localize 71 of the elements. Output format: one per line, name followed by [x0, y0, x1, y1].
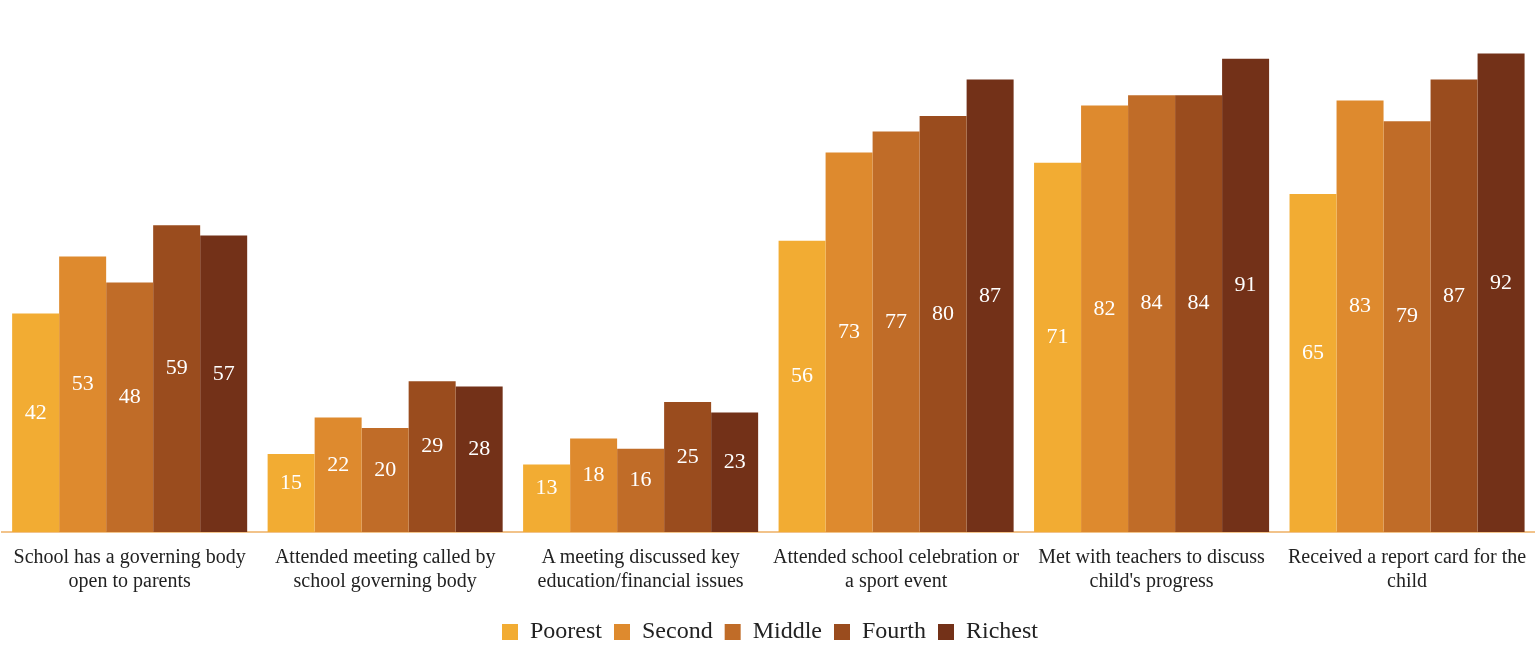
bar	[523, 464, 571, 532]
data-label: 84	[1140, 289, 1163, 315]
data-label: 91	[1234, 271, 1257, 297]
data-label: 83	[1349, 291, 1372, 317]
data-label: 53	[71, 369, 94, 395]
bar	[12, 313, 60, 532]
data-label: 25	[676, 442, 699, 468]
legend-label: Poorest	[530, 617, 603, 644]
bar	[1222, 58, 1270, 532]
data-label: 59	[165, 354, 188, 380]
bar	[1383, 121, 1431, 532]
bar	[455, 386, 503, 532]
x-tick-label: Attended school celebration or a sport event	[773, 545, 1020, 593]
bar	[1477, 53, 1525, 532]
bar	[1081, 105, 1129, 532]
bar	[59, 256, 107, 532]
x-tick-label: School has a governing body open to parents	[13, 545, 246, 593]
bar	[617, 448, 665, 532]
data-label: 42	[24, 398, 47, 424]
bar	[825, 152, 873, 532]
data-label: 15	[280, 468, 303, 494]
bar	[200, 235, 248, 532]
x-tick-label: A meeting discussed key education/financial issues	[537, 545, 744, 592]
bar	[711, 412, 759, 532]
bar	[1430, 79, 1478, 532]
bar	[361, 428, 409, 532]
data-label: 22	[327, 450, 350, 476]
data-label: 73	[838, 317, 861, 343]
data-label: 57	[212, 359, 235, 385]
data-label: 18	[582, 460, 605, 486]
data-label: 80	[932, 299, 955, 325]
data-label: 79	[1396, 302, 1419, 328]
data-label: 71	[1046, 323, 1069, 349]
data-label: 82	[1093, 294, 1116, 320]
data-label: 84	[1187, 289, 1210, 315]
data-label: 20	[374, 455, 397, 481]
bar	[1175, 95, 1223, 532]
bar	[872, 131, 920, 532]
data-label: 87	[979, 281, 1002, 307]
data-label: 13	[535, 473, 558, 499]
x-tick-label: Met with teachers to discuss child's progress	[1038, 545, 1266, 593]
bar	[966, 79, 1014, 532]
bar	[570, 438, 618, 532]
x-tick-label: Received a report card for the child	[1287, 545, 1527, 592]
bar	[106, 282, 154, 532]
legend-label: Middle	[752, 617, 822, 644]
bar	[1336, 100, 1384, 532]
bar	[778, 240, 826, 532]
data-label: 29	[421, 432, 444, 458]
bar	[153, 225, 201, 532]
bar	[1034, 162, 1082, 532]
data-label: 65	[1302, 338, 1325, 364]
bar	[1289, 194, 1337, 532]
data-label: 77	[885, 307, 908, 333]
legend-label: Richest	[966, 617, 1039, 644]
data-label: 16	[629, 466, 652, 492]
legend-label: Second	[642, 617, 713, 644]
data-label: 28	[468, 434, 491, 460]
data-label: 48	[118, 382, 141, 408]
data-label: 23	[723, 447, 746, 473]
x-tick-label: Attended meeting called by school governing body	[274, 545, 496, 593]
bar	[314, 417, 362, 532]
bar	[919, 116, 967, 532]
data-label: 87	[1443, 281, 1466, 307]
data-label: 92	[1490, 268, 1513, 294]
data-label: 56	[791, 362, 814, 388]
bar	[408, 381, 456, 532]
legend-label: Fourth	[861, 617, 927, 644]
bar	[1128, 95, 1176, 532]
bar	[267, 454, 315, 532]
bar	[664, 402, 712, 532]
